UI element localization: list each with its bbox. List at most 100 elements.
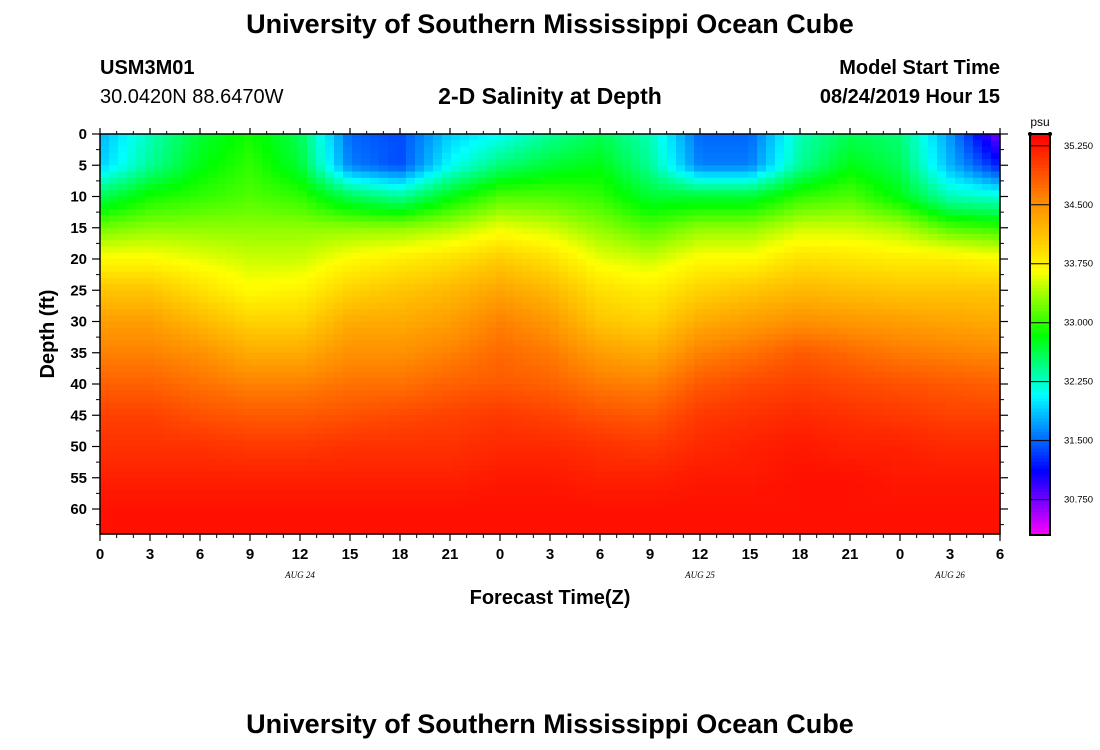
heatmap-cell (739, 502, 749, 510)
heatmap-cell (226, 515, 236, 523)
heatmap-cell (775, 246, 785, 254)
heatmap-cell (568, 184, 578, 191)
heatmap-cell (100, 221, 110, 229)
heatmap-cell (667, 446, 677, 454)
heatmap-cell (550, 477, 560, 485)
heatmap-cell (163, 421, 173, 429)
heatmap-cell (487, 490, 497, 498)
heatmap-cell (793, 296, 803, 304)
heatmap-cell (559, 196, 569, 204)
heatmap-cell (694, 265, 704, 273)
heatmap-cell (613, 209, 623, 216)
heatmap-cell (505, 396, 515, 404)
heatmap-cell (676, 209, 686, 216)
heatmap-cell (235, 521, 245, 529)
heatmap-cell (469, 359, 479, 366)
heatmap-cell (712, 290, 722, 298)
heatmap-cell (190, 515, 200, 523)
heatmap-cell (406, 315, 416, 323)
heatmap-cell (667, 177, 677, 185)
heatmap-cell (703, 177, 713, 185)
heatmap-cell (568, 527, 578, 535)
heatmap-cell (334, 215, 344, 223)
heatmap-cell (271, 496, 281, 504)
heatmap-cell (370, 471, 380, 479)
heatmap-cell (280, 409, 290, 416)
heatmap-cell (370, 284, 380, 291)
heatmap-cell (253, 471, 263, 479)
heatmap-cell (604, 140, 614, 148)
heatmap-cell (298, 259, 308, 266)
heatmap-cell (568, 409, 578, 416)
heatmap-cell (361, 434, 371, 441)
heatmap-cell (649, 521, 659, 529)
heatmap-cell (163, 527, 173, 535)
heatmap-cell (703, 484, 713, 491)
heatmap-cell (487, 196, 497, 204)
heatmap-cell (595, 371, 605, 379)
heatmap-cell (514, 321, 524, 329)
heatmap-cell (748, 171, 758, 179)
heatmap-cell (730, 302, 740, 310)
heatmap-cell (532, 202, 542, 210)
heatmap-cell (415, 440, 425, 448)
heatmap-cell (730, 177, 740, 185)
heatmap-cell (568, 221, 578, 229)
heatmap-cell (496, 490, 506, 498)
heatmap-cell (622, 284, 632, 291)
heatmap-cell (334, 196, 344, 204)
heatmap-cell (469, 209, 479, 216)
heatmap-cell (253, 321, 263, 329)
heatmap-cell (262, 240, 272, 248)
heatmap-cell (649, 446, 659, 454)
heatmap-cell (604, 290, 614, 298)
station-coordinates: 30.0420N 88.6470W (100, 86, 284, 108)
heatmap-cell (424, 477, 434, 485)
heatmap-cell (694, 146, 704, 154)
heatmap-cell (487, 171, 497, 179)
heatmap-cell (262, 152, 272, 160)
heatmap-cell (163, 415, 173, 423)
heatmap-cell (622, 371, 632, 379)
heatmap-cell (532, 140, 542, 148)
heatmap-cell (127, 209, 137, 216)
heatmap-cell (145, 146, 155, 154)
heatmap-cell (235, 259, 245, 266)
heatmap-cell (100, 396, 110, 404)
heatmap-cell (595, 296, 605, 304)
heatmap-cell (172, 490, 182, 498)
heatmap-cell (163, 252, 173, 260)
heatmap-cell (748, 515, 758, 523)
heatmap-cell (505, 359, 515, 366)
heatmap-cell (478, 290, 488, 298)
heatmap-cell (109, 452, 119, 460)
heatmap-cell (280, 171, 290, 179)
heatmap-cell (559, 340, 569, 348)
heatmap-cell (307, 340, 317, 348)
heatmap-cell (739, 190, 749, 198)
heatmap-cell (478, 234, 488, 241)
heatmap-cell (118, 190, 128, 198)
heatmap-cell (244, 296, 254, 304)
heatmap-cell (217, 159, 227, 166)
heatmap-cell (541, 327, 551, 335)
heatmap-cell (496, 215, 506, 223)
heatmap-cell (469, 377, 479, 385)
heatmap-cell (748, 352, 758, 360)
heatmap-cell (604, 434, 614, 441)
heatmap-cell (136, 209, 146, 216)
heatmap-cell (172, 359, 182, 366)
heatmap-cell (730, 434, 740, 441)
heatmap-cell (298, 390, 308, 398)
heatmap-cell (541, 390, 551, 398)
heatmap-cell (568, 377, 578, 385)
heatmap-cell (703, 240, 713, 248)
heatmap-cell (361, 384, 371, 391)
heatmap-cell (136, 340, 146, 348)
heatmap-cell (442, 521, 452, 529)
heatmap-cell (280, 290, 290, 298)
heatmap-cell (442, 296, 452, 304)
heatmap-cell (568, 352, 578, 360)
heatmap-cell (730, 190, 740, 198)
heatmap-cell (739, 265, 749, 273)
